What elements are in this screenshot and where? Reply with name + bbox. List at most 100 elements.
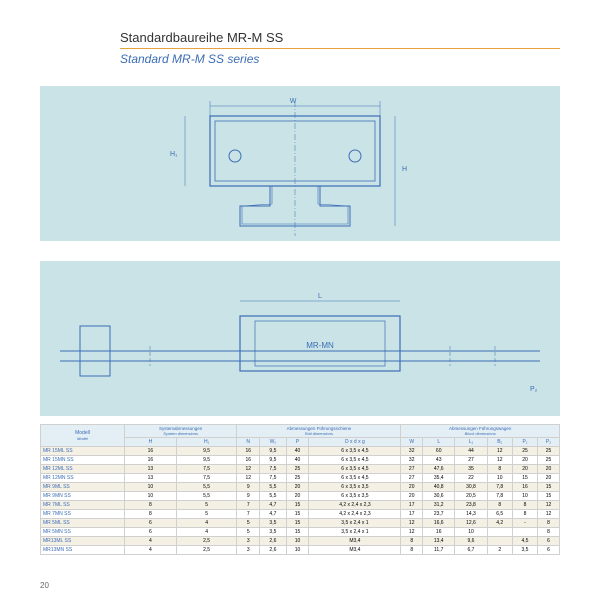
cell: M3,4 [309,537,401,546]
cell: 9,5 [260,456,287,465]
cell: 15 [512,474,537,483]
cell: M3,4 [309,546,401,555]
cell: 25 [286,465,309,474]
cell: 25 [538,456,560,465]
cell-model: MR 9MN SS [41,492,125,501]
cell [512,528,537,537]
cell: 8 [124,510,176,519]
cell-model: MR 7MN SS [41,510,125,519]
table-row: MR13MN SS42,532,610M3,4811,76,723,56 [41,546,560,555]
cell: 7,5 [176,465,236,474]
cell-model: MR 15MN SS [41,456,125,465]
cell: 16 [124,447,176,456]
cell: 4,7 [260,510,287,519]
cell: 8 [487,501,512,510]
cell [487,528,512,537]
cell: 16 [423,528,455,537]
table-row: MR 12MN SS137,5127,5256 x 3,5 x 4,52735,… [41,474,560,483]
cell: 3,5 x 2,4 x 1 [309,528,401,537]
cell: 7 [237,510,260,519]
cell: 8 [538,519,560,528]
cell: 20,5 [455,492,487,501]
cell: 60 [423,447,455,456]
cell: 4 [176,519,236,528]
cell: 2 [487,546,512,555]
cell: 12 [401,528,423,537]
cell: 5 [176,510,236,519]
page-number: 20 [40,581,49,590]
table-row: MR 9MN SS105,595,5206 x 3,5 x 3,52030,62… [41,492,560,501]
cell: 10 [455,528,487,537]
cell: 40,8 [423,483,455,492]
cell: 16 [237,456,260,465]
cell: 15 [286,501,309,510]
svg-text:W: W [290,98,297,105]
cell-model: MR 12ML SS [41,465,125,474]
cell: 5 [176,501,236,510]
cell: 2,6 [260,537,287,546]
cell: 10 [286,546,309,555]
cell: 7,8 [487,483,512,492]
cell: 6 x 3,5 x 4,5 [309,456,401,465]
table-row: MR 7ML SS8574,7154,2 x 2,4 x 2,31731,223… [41,501,560,510]
cell: 4,2 [487,519,512,528]
cell: 8 [401,546,423,555]
cell: 20 [286,483,309,492]
cell: 4 [176,528,236,537]
th-col: D x d x g [309,438,401,447]
cell: 4,2 x 2,4 x 2,3 [309,510,401,519]
table-row: MR 15MN SS169,5169,5406 x 3,5 x 4,532432… [41,456,560,465]
cell: 25 [286,474,309,483]
cell: 10 [124,483,176,492]
cell: 32 [401,456,423,465]
cell: 20 [512,465,537,474]
cell: 9,5 [260,447,287,456]
th-col: B₁ [487,438,512,447]
cell: 30,8 [455,483,487,492]
th-col: L [423,438,455,447]
cell: 16 [237,447,260,456]
cell: 5,5 [176,483,236,492]
cell: 31,2 [423,501,455,510]
cell: 9 [237,492,260,501]
diagram-label: MR-MN [306,341,334,350]
th-col: P [286,438,309,447]
cell: 12 [237,465,260,474]
cell: 6,5 [487,510,512,519]
cell: 16 [512,483,537,492]
cell-model: MR 9ML SS [41,483,125,492]
table-row: MR 5ML SS6453,5153,5 x 2,4 x 11216,612,6… [41,519,560,528]
th-col: P₁ [512,438,537,447]
cell: 12 [401,519,423,528]
cell: 35,4 [423,474,455,483]
cell: 8 [512,501,537,510]
cell: 20 [401,483,423,492]
th-col: H [124,438,176,447]
cell: 6,7 [455,546,487,555]
cell: 4 [124,546,176,555]
cell: 6 [538,537,560,546]
svg-text:H₁: H₁ [170,151,178,158]
cell: 12 [487,456,512,465]
table-row: MR 9ML SS105,595,5206 x 3,5 x 3,52040,83… [41,483,560,492]
cell-model: MR 15ML SS [41,447,125,456]
cell: 27 [401,465,423,474]
cell: 4,5 [512,537,537,546]
cell: 25 [538,447,560,456]
th-g1: Systemabmessungen System dimensions [124,425,236,438]
cell: 15 [286,510,309,519]
cell: 15 [286,519,309,528]
cell: 40 [286,456,309,465]
cell: 8 [512,510,537,519]
cell: 13 [124,474,176,483]
cell: 47,6 [423,465,455,474]
cell: 6 x 3,5 x 3,5 [309,483,401,492]
cell: 8 [124,501,176,510]
cell: 5,5 [176,492,236,501]
cell: 7,5 [260,465,287,474]
cell: - [512,519,537,528]
cell: 9,6 [455,537,487,546]
cell: 4 [124,537,176,546]
svg-text:H: H [402,166,407,173]
cell [487,537,512,546]
